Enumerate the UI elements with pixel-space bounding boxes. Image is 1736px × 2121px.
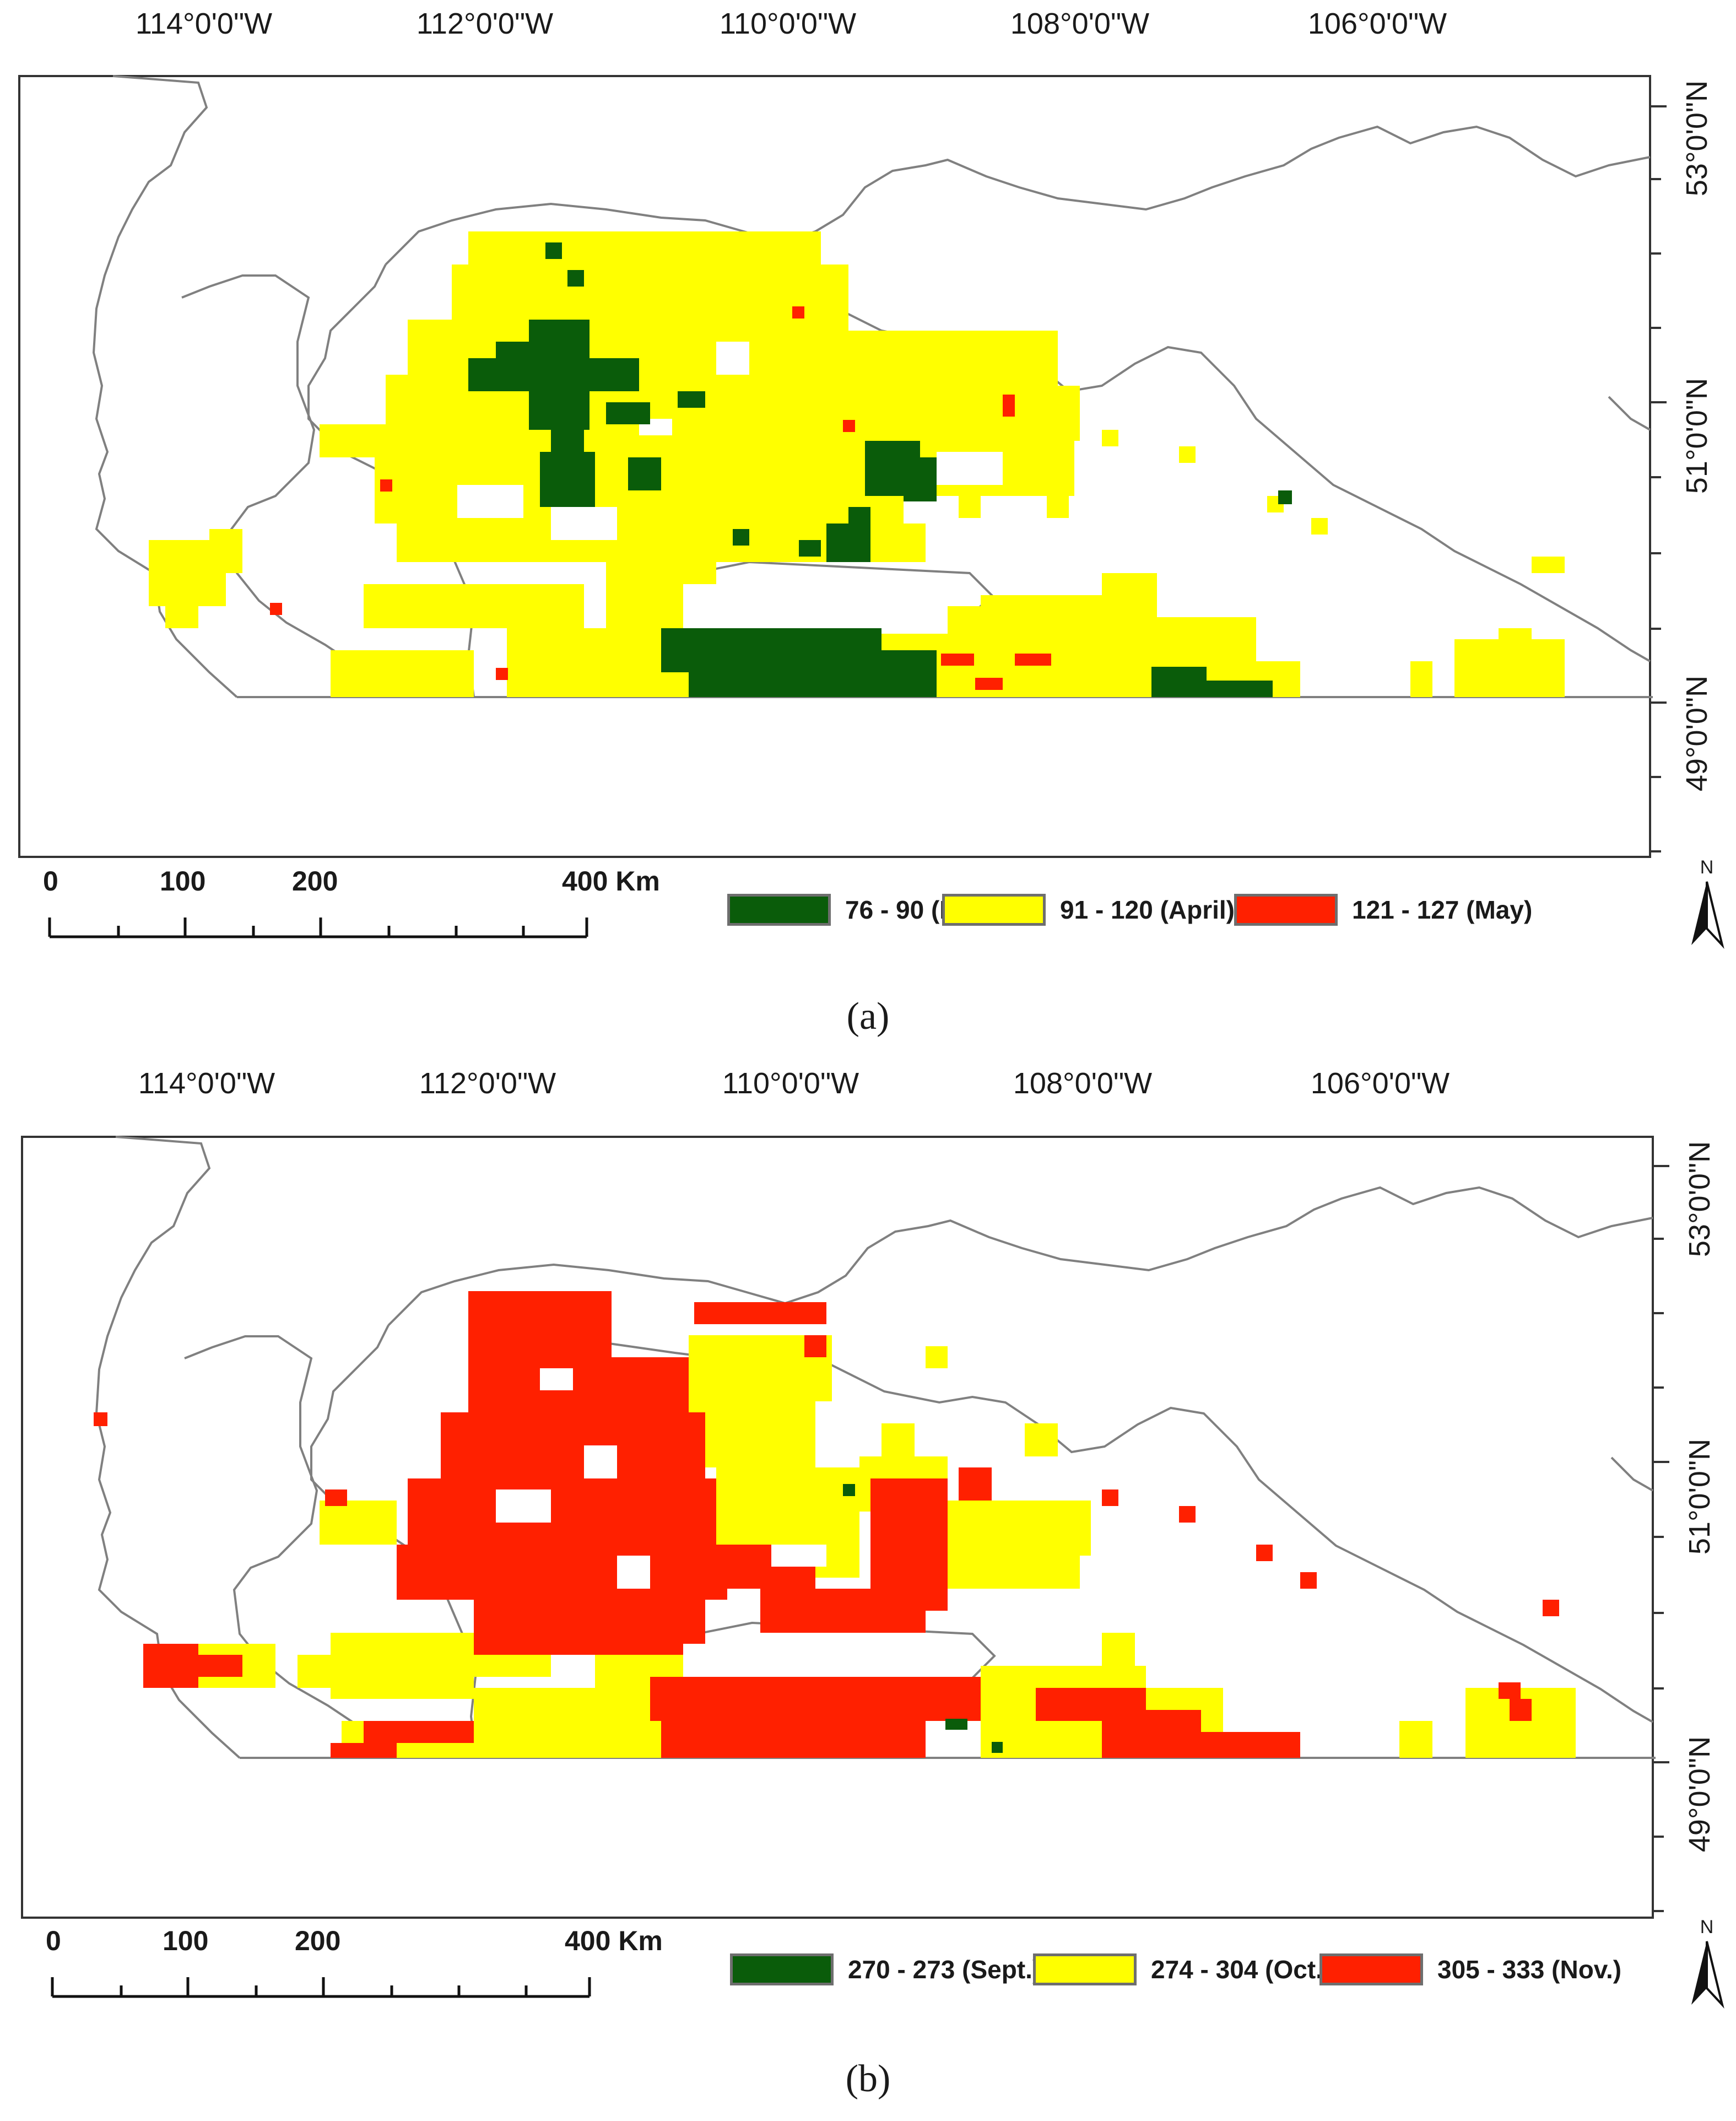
legend-item-october: 274 - 304 (Oct.) — [1033, 1948, 1331, 1991]
lon-label: 108°0'0"W — [1013, 1067, 1153, 1100]
legend-label: 270 - 273 (Sept.) — [848, 1955, 1041, 1984]
october-cells — [198, 1335, 1576, 1758]
scale-bar-b — [51, 1977, 591, 1998]
scale-label: 400 Km — [562, 866, 660, 897]
north-arrow-shape — [1691, 881, 1724, 949]
north-label: N — [1700, 1917, 1714, 1937]
north-arrow-shape — [1691, 1941, 1724, 2009]
legend-label: 91 - 120 (April) — [1060, 895, 1235, 924]
legend-swatch — [727, 894, 831, 926]
scale-bar-a — [48, 918, 588, 938]
lon-label: 110°0'0"W — [719, 7, 857, 40]
scale-label: 0 — [43, 866, 58, 897]
scale-label: 0 — [46, 1925, 61, 1956]
lat-label: 49°0'0"N — [1683, 1736, 1716, 1853]
map-frame-b — [21, 1136, 1669, 1998]
lon-label: 106°0'0"W — [1310, 1067, 1450, 1100]
lon-label: 114°0'0"W — [135, 7, 273, 40]
lon-label: 110°0'0"W — [722, 1067, 859, 1100]
legend-item-november: 305 - 333 (Nov.) — [1319, 1948, 1621, 1991]
legend-swatch — [1033, 1953, 1137, 1985]
forest-pixels-b — [94, 1291, 1576, 1758]
legend-item-may: 121 - 127 (May) — [1234, 888, 1532, 931]
legend-label: 121 - 127 (May) — [1352, 895, 1533, 924]
legend-item-september: 270 - 273 (Sept.) — [730, 1948, 1041, 1991]
lat-label: 51°0'0"N — [1683, 1438, 1716, 1555]
white-gaps-b — [496, 1368, 959, 1688]
scale-label: 200 — [292, 866, 338, 897]
legend-item-april: 91 - 120 (April) — [942, 888, 1235, 931]
november-cells — [94, 1291, 1559, 1758]
lon-label: 112°0'0"W — [419, 1067, 556, 1100]
lat-label: 53°0'0"N — [1680, 80, 1713, 197]
map-panel-b: 114°0'0"W 112°0'0"W 110°0'0"W 108°0'0"W … — [0, 1060, 1736, 2101]
north-arrow-icon: N — [1685, 857, 1729, 951]
map-panel-a: 114°0'0"W 112°0'0"W 110°0'0"W 108°0'0"W … — [0, 0, 1736, 1041]
legend-swatch — [1234, 894, 1338, 926]
north-arrow-icon: N — [1685, 1917, 1729, 2010]
legend-swatch — [730, 1953, 834, 1985]
white-gaps — [457, 342, 1003, 634]
scale-label: 400 Km — [565, 1925, 663, 1956]
scale-label: 100 — [163, 1925, 209, 1956]
lon-label: 114°0'0"W — [138, 1067, 275, 1100]
march-cells — [468, 242, 1292, 697]
scale-label: 200 — [295, 1925, 341, 1956]
lat-label: 49°0'0"N — [1680, 675, 1713, 792]
scale-label: 100 — [160, 866, 206, 897]
lat-label: 51°0'0"N — [1680, 377, 1713, 494]
lon-label: 108°0'0"W — [1010, 7, 1150, 40]
panel-caption: (b) — [845, 2058, 891, 2100]
lat-label: 53°0'0"N — [1683, 1141, 1716, 1258]
lat-ticks-b — [1653, 1165, 1669, 1912]
legend-swatch — [942, 894, 1046, 926]
legend-label: 274 - 304 (Oct.) — [1151, 1955, 1332, 1984]
lon-label: 106°0'0"W — [1307, 7, 1447, 40]
september-cells — [843, 1484, 1003, 1753]
lat-ticks-a — [1650, 105, 1667, 852]
forest-pixels-a — [149, 231, 1565, 697]
legend-label: 305 - 333 (Nov.) — [1437, 1955, 1622, 1984]
north-label: N — [1700, 857, 1714, 878]
panel-caption: (a) — [846, 995, 890, 1038]
legend-swatch — [1319, 1953, 1423, 1985]
may-cells — [270, 306, 1051, 690]
map-frame-a — [18, 75, 1667, 938]
lon-label: 112°0'0"W — [416, 7, 554, 40]
